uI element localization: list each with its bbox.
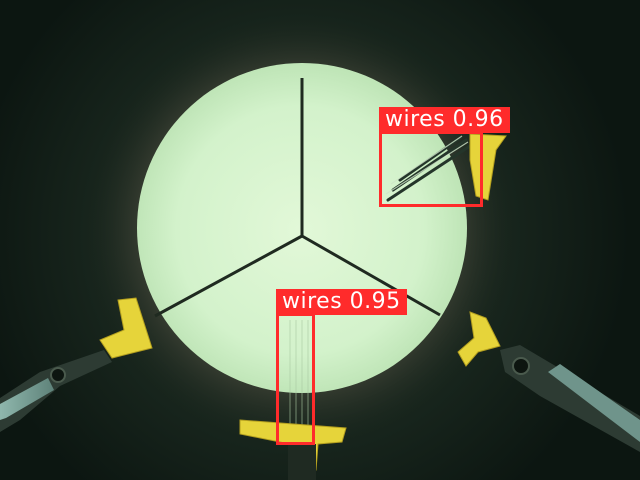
left-probe (0, 350, 112, 432)
divider-lines (154, 78, 441, 318)
detection-label: wires 0.95 (276, 289, 407, 315)
right-probe (500, 345, 640, 452)
confidence-score: 0.96 (452, 107, 504, 132)
fiber-lines (289, 320, 309, 440)
bottom-connector (288, 444, 316, 480)
class-name: wires (385, 107, 446, 132)
class-name: wires (282, 289, 343, 314)
bounding-box (276, 313, 315, 445)
detection-label: wires 0.96 (379, 107, 510, 133)
bounding-box (379, 131, 483, 207)
confidence-score: 0.95 (349, 289, 401, 314)
